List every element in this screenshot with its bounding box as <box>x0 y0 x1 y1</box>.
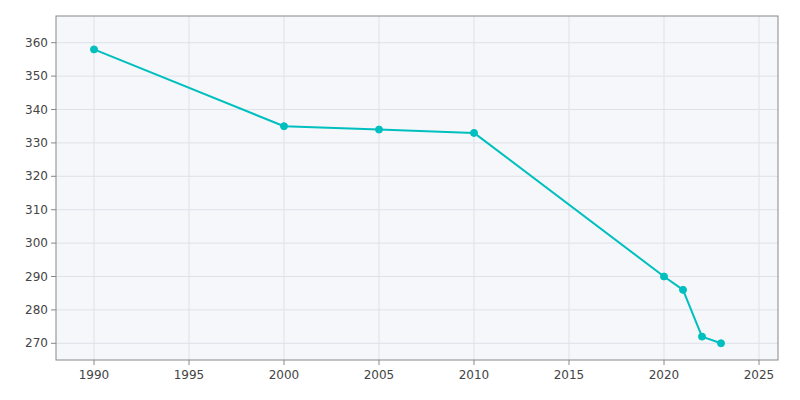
x-grid-line <box>759 16 760 360</box>
x-tick <box>189 360 190 365</box>
x-grid-line <box>94 16 95 360</box>
y-tick <box>51 142 56 143</box>
y-grid-line <box>56 343 778 344</box>
y-tick <box>51 209 56 210</box>
x-tick-label: 2015 <box>554 368 585 382</box>
y-tick <box>51 42 56 43</box>
line <box>94 49 721 343</box>
x-tick <box>379 360 380 365</box>
y-tick <box>51 76 56 77</box>
y-grid-line <box>56 42 778 43</box>
point-marker <box>471 129 478 136</box>
y-tick-label: 280 <box>25 303 48 317</box>
x-tick <box>759 360 760 365</box>
y-tick <box>51 343 56 344</box>
point-marker <box>91 46 98 53</box>
y-tick <box>51 276 56 277</box>
x-grid-line <box>379 16 380 360</box>
y-tick-label: 270 <box>25 336 48 350</box>
point-marker <box>281 123 288 130</box>
x-grid-line <box>189 16 190 360</box>
x-tick-label: 1990 <box>79 368 110 382</box>
x-grid-line <box>474 16 475 360</box>
y-tick <box>51 243 56 244</box>
y-tick-label: 320 <box>25 169 48 183</box>
plot-background <box>56 16 778 360</box>
y-tick-label: 330 <box>25 136 48 150</box>
x-grid-line <box>664 16 665 360</box>
x-tick-label: 2020 <box>649 368 680 382</box>
y-grid-line <box>56 109 778 110</box>
y-grid-line <box>56 209 778 210</box>
point-marker <box>376 126 383 133</box>
x-tick <box>664 360 665 365</box>
y-tick-label: 350 <box>25 69 48 83</box>
y-tick-label: 360 <box>25 36 48 50</box>
x-grid-line <box>284 16 285 360</box>
y-grid-line <box>56 76 778 77</box>
y-grid-line <box>56 142 778 143</box>
x-tick-label: 2000 <box>269 368 300 382</box>
y-tick <box>51 109 56 110</box>
y-tick-label: 300 <box>25 236 48 250</box>
data-layer <box>91 46 725 347</box>
point-marker <box>718 340 725 347</box>
y-tick-label: 340 <box>25 103 48 117</box>
x-tick <box>569 360 570 365</box>
axes: 1990 1995 2000 2005 2010 2015 2020 2025 270 280 29… <box>25 36 774 382</box>
y-tick-label: 310 <box>25 203 48 217</box>
x-tick-label: 2005 <box>364 368 395 382</box>
point-marker <box>699 333 706 340</box>
y-tick-label: 290 <box>25 270 48 284</box>
y-grid-line <box>56 309 778 310</box>
y-grid-line <box>56 276 778 277</box>
chart-svg: 1990 1995 2000 2005 2010 2015 2020 2025 270 280 29… <box>0 0 800 400</box>
x-tick-label: 2010 <box>459 368 490 382</box>
chart-container: 1990 1995 2000 2005 2010 2015 2020 2025 270 280 29… <box>0 0 800 400</box>
plot-frame <box>56 16 778 360</box>
x-tick <box>284 360 285 365</box>
x-tick-label: 1995 <box>174 368 205 382</box>
y-tick <box>51 309 56 310</box>
grid <box>56 16 778 360</box>
y-grid-line <box>56 176 778 177</box>
x-grid-line <box>569 16 570 360</box>
x-tick-label: 2025 <box>744 368 775 382</box>
x-tick <box>474 360 475 365</box>
x-tick <box>94 360 95 365</box>
point-marker <box>661 273 668 280</box>
y-tick <box>51 176 56 177</box>
y-grid-line <box>56 243 778 244</box>
point-marker <box>680 286 687 293</box>
